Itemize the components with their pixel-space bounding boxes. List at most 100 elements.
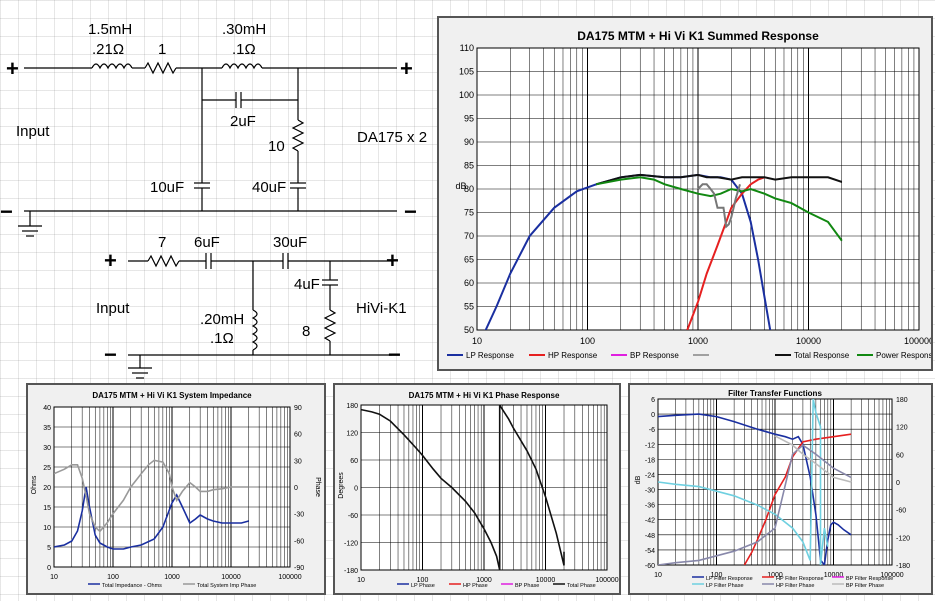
y-tick-label: 95 xyxy=(464,114,474,124)
y-tick-label: -42 xyxy=(645,518,655,525)
x-tick-label: 10 xyxy=(50,574,58,581)
chart-legend: LP Phase HP Phase BP Phase Total Phase xyxy=(397,583,596,589)
y-axis-label: Degrees xyxy=(338,472,345,499)
y-tick-label: 105 xyxy=(459,67,474,77)
legend-label: LP Filter Response xyxy=(706,576,753,582)
tweeter-output-plus: + xyxy=(386,248,399,273)
resistor-8 xyxy=(323,309,337,342)
r1-value-label: 1 xyxy=(158,41,166,58)
chart-legend: LP Response HP Response BP Response Total R… xyxy=(447,351,935,360)
l1-dcr-label: .21Ω xyxy=(92,41,124,58)
x-tick-label: 100000 xyxy=(278,574,301,581)
y-tick-label: 40 xyxy=(43,405,51,412)
y2-tick-label: 0 xyxy=(294,485,298,492)
woofer-output-minus: − xyxy=(404,199,417,224)
c2-value-label: 30uF xyxy=(273,234,307,251)
series-line-hp-response xyxy=(686,176,765,330)
chart-legend: LP Filter Response HP Filter Response BP F… xyxy=(692,576,893,589)
legend-label: Total Impedance - Ohms xyxy=(102,583,162,589)
woofer-input-plus: + xyxy=(6,56,19,81)
legend-label: HP Phase xyxy=(463,583,488,589)
tweeter-filter-circuit xyxy=(128,253,392,379)
x-tick-label: 10000 xyxy=(824,572,844,579)
x-tick-label: 10 xyxy=(357,577,365,584)
y-tick-label: -36 xyxy=(645,503,655,510)
x-tick-label: 10000 xyxy=(221,574,241,581)
legend-label: LP Filter Phase xyxy=(706,583,744,589)
x-tick-label: 10 xyxy=(654,572,662,579)
woofer-output-label: DA175 x 2 xyxy=(357,129,427,146)
y-axis-label: dB xyxy=(635,475,642,484)
legend-label: HP Response xyxy=(548,351,598,360)
y-tick-label: -120 xyxy=(344,541,358,548)
x-tick-label: 10000 xyxy=(536,577,556,584)
y-tick-label: 80 xyxy=(464,184,474,194)
series-line-total-response xyxy=(595,173,843,186)
series-line-power-response xyxy=(596,176,843,242)
resistor-r1 xyxy=(144,61,177,75)
x-tick-label: 1000 xyxy=(767,572,783,579)
y-tick-label: 50 xyxy=(464,325,474,335)
y-tick-label: -180 xyxy=(344,568,358,575)
x-tick-label: 100 xyxy=(107,574,119,581)
y-tick-label: 0 xyxy=(354,486,358,493)
x-tick-label: 10 xyxy=(472,336,482,346)
y-tick-label: 180 xyxy=(346,403,358,410)
y2-tick-label: -180 xyxy=(896,563,910,570)
l2-dcr-label: .1Ω xyxy=(232,41,256,58)
tweeter-input-plus: + xyxy=(104,248,117,273)
filter-transfer-chart: -60-54-48-42-36-30-24-18-12-606-180-120-… xyxy=(635,389,910,589)
y-tick-label: 15 xyxy=(43,505,51,512)
y-tick-label: 60 xyxy=(350,458,358,465)
legend-label: LP Phase xyxy=(411,583,435,589)
legend-label: Power Response xyxy=(876,351,931,360)
y2-tick-label: 60 xyxy=(896,452,904,459)
y2-tick-label: 120 xyxy=(896,425,908,432)
y-tick-label: -30 xyxy=(645,488,655,495)
y-axis-label: dB xyxy=(455,181,466,191)
y2-tick-label: 180 xyxy=(896,397,908,404)
y2-tick-label: -30 xyxy=(294,512,304,519)
y2-tick-label: 90 xyxy=(294,405,302,412)
y-axis-label: Ohms xyxy=(31,475,38,494)
series-line-total-impedance-ohms xyxy=(54,486,250,550)
y-tick-label: -54 xyxy=(645,548,655,555)
x-tick-label: 100000 xyxy=(880,572,903,579)
y-tick-label: 70 xyxy=(464,231,474,241)
series-line-total-system-imp-phase xyxy=(54,459,249,533)
legend-label: BP Filter Phase xyxy=(846,583,884,589)
y-tick-label: 60 xyxy=(464,278,474,288)
y-tick-label: -48 xyxy=(645,533,655,540)
system-impedance-chart: 0 5 10 15 20 25 30 35 40 -90 -60 -30 0 30 60 90 10 100 100… xyxy=(31,391,321,589)
woofer-output-plus: + xyxy=(400,56,413,81)
y-tick-label: 85 xyxy=(464,161,474,171)
crossover-schematic: + − + − 1.5mH .21Ω 1 .30mH .1Ω 2uF 10 10… xyxy=(0,21,427,379)
grid-lines xyxy=(360,404,607,571)
c-shunt2-label: 40uF xyxy=(252,179,286,196)
grid-lines xyxy=(476,47,919,331)
y-tick-label: -24 xyxy=(645,472,655,479)
series-line-bp-filter-phase xyxy=(774,435,852,483)
y-tick-label: 100 xyxy=(459,90,474,100)
y-tick-label: 0 xyxy=(47,565,51,572)
y-tick-label: 55 xyxy=(464,302,474,312)
phase-response-chart: -180 -120 -60 0 60 120 180 10 100 1000 10000 100000… xyxy=(338,391,619,589)
legend-label: BP Filter Response xyxy=(846,576,893,582)
l1-value-label: 1.5mH xyxy=(88,21,132,38)
system-impedance-panel: 0 5 10 15 20 25 30 35 40 -90 -60 -30 0 30 60 90 10 100 100… xyxy=(26,383,326,595)
x-tick-label: 10000 xyxy=(796,336,821,346)
x-tick-label: 100000 xyxy=(904,336,931,346)
legend-label: Total Response xyxy=(794,351,850,360)
y2-tick-label: 0 xyxy=(896,480,900,487)
l3-dcr-label: .1Ω xyxy=(210,330,234,347)
y-tick-label: -6 xyxy=(649,427,655,434)
legend-label: Total System Imp Phase xyxy=(197,583,256,589)
y-tick-label: 75 xyxy=(464,208,474,218)
y2-tick-label: -60 xyxy=(896,508,906,515)
y-tick-label: -60 xyxy=(348,513,358,520)
chart-title: DA175 MTM + Hi Vi K1 Phase Response xyxy=(409,391,560,400)
c3-value-label: 4uF xyxy=(294,276,320,293)
x-tick-label: 100000 xyxy=(595,577,618,584)
resistor-7 xyxy=(147,254,180,268)
c-shunt1-label: 10uF xyxy=(150,179,184,196)
